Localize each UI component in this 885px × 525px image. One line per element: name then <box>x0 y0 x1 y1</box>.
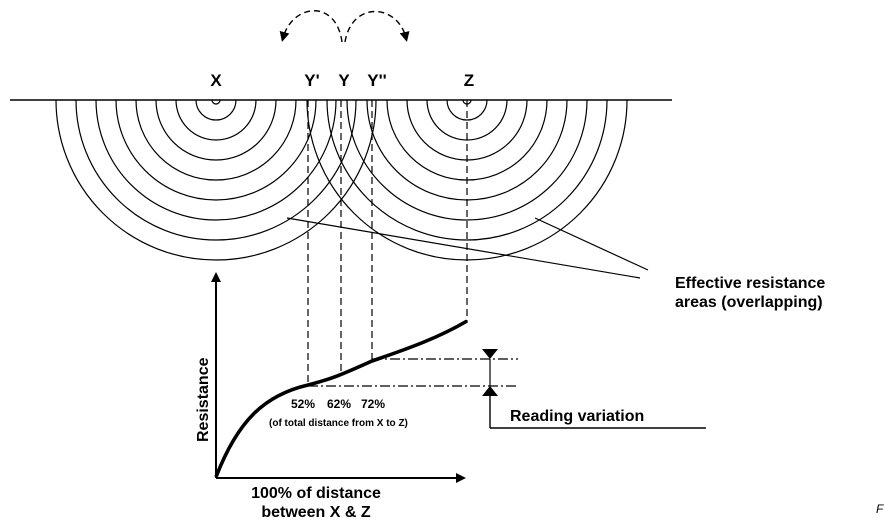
x-ring <box>155 99 277 161</box>
x-ring <box>115 99 317 201</box>
resistance-curve <box>214 319 468 478</box>
point-label-y-double-prime: Y'' <box>367 71 386 90</box>
percent-note: (of total distance from X to Z) <box>269 418 408 429</box>
distance-axis-label-line2: between X & Z <box>261 504 371 521</box>
z-ring <box>326 99 608 241</box>
x-ring <box>95 99 337 221</box>
percent-label-52: 52% <box>291 397 315 411</box>
effective-resistance-label-line2: areas (overlapping) <box>675 294 823 311</box>
x-ring <box>55 99 377 261</box>
x-ring <box>175 99 257 141</box>
probe-move-left-arrow <box>279 10 343 43</box>
point-label-x: X <box>210 71 222 90</box>
x-ring <box>135 99 297 181</box>
z-ring <box>446 99 488 121</box>
point-label-y: Y <box>338 71 350 90</box>
probe-move-right-arrow <box>344 10 410 43</box>
figure-caption-fragment: F <box>876 502 884 516</box>
x-electrode-resistance-area <box>55 99 377 261</box>
z-ring <box>346 99 588 221</box>
x-ring <box>75 99 357 241</box>
reading-variation-top-arrow <box>482 349 498 359</box>
effective-resistance-label-line1: Effective resistance <box>675 275 825 292</box>
x-electrode-marker <box>211 99 221 105</box>
pointer-line-x-area <box>286 217 641 279</box>
point-label-z: Z <box>464 71 474 90</box>
x-ring <box>195 99 237 121</box>
distance-axis-label-line1: 100% of distance <box>251 485 381 502</box>
reading-variation-label: Reading variation <box>510 408 644 425</box>
percent-label-72: 72% <box>361 397 385 411</box>
point-label-y-prime: Y' <box>304 71 319 90</box>
percent-label-62: 62% <box>327 397 351 411</box>
pointer-line-z-area <box>534 217 649 271</box>
resistance-axis-label: Resistance <box>195 357 212 442</box>
reading-variation-bottom-arrow <box>482 386 498 396</box>
